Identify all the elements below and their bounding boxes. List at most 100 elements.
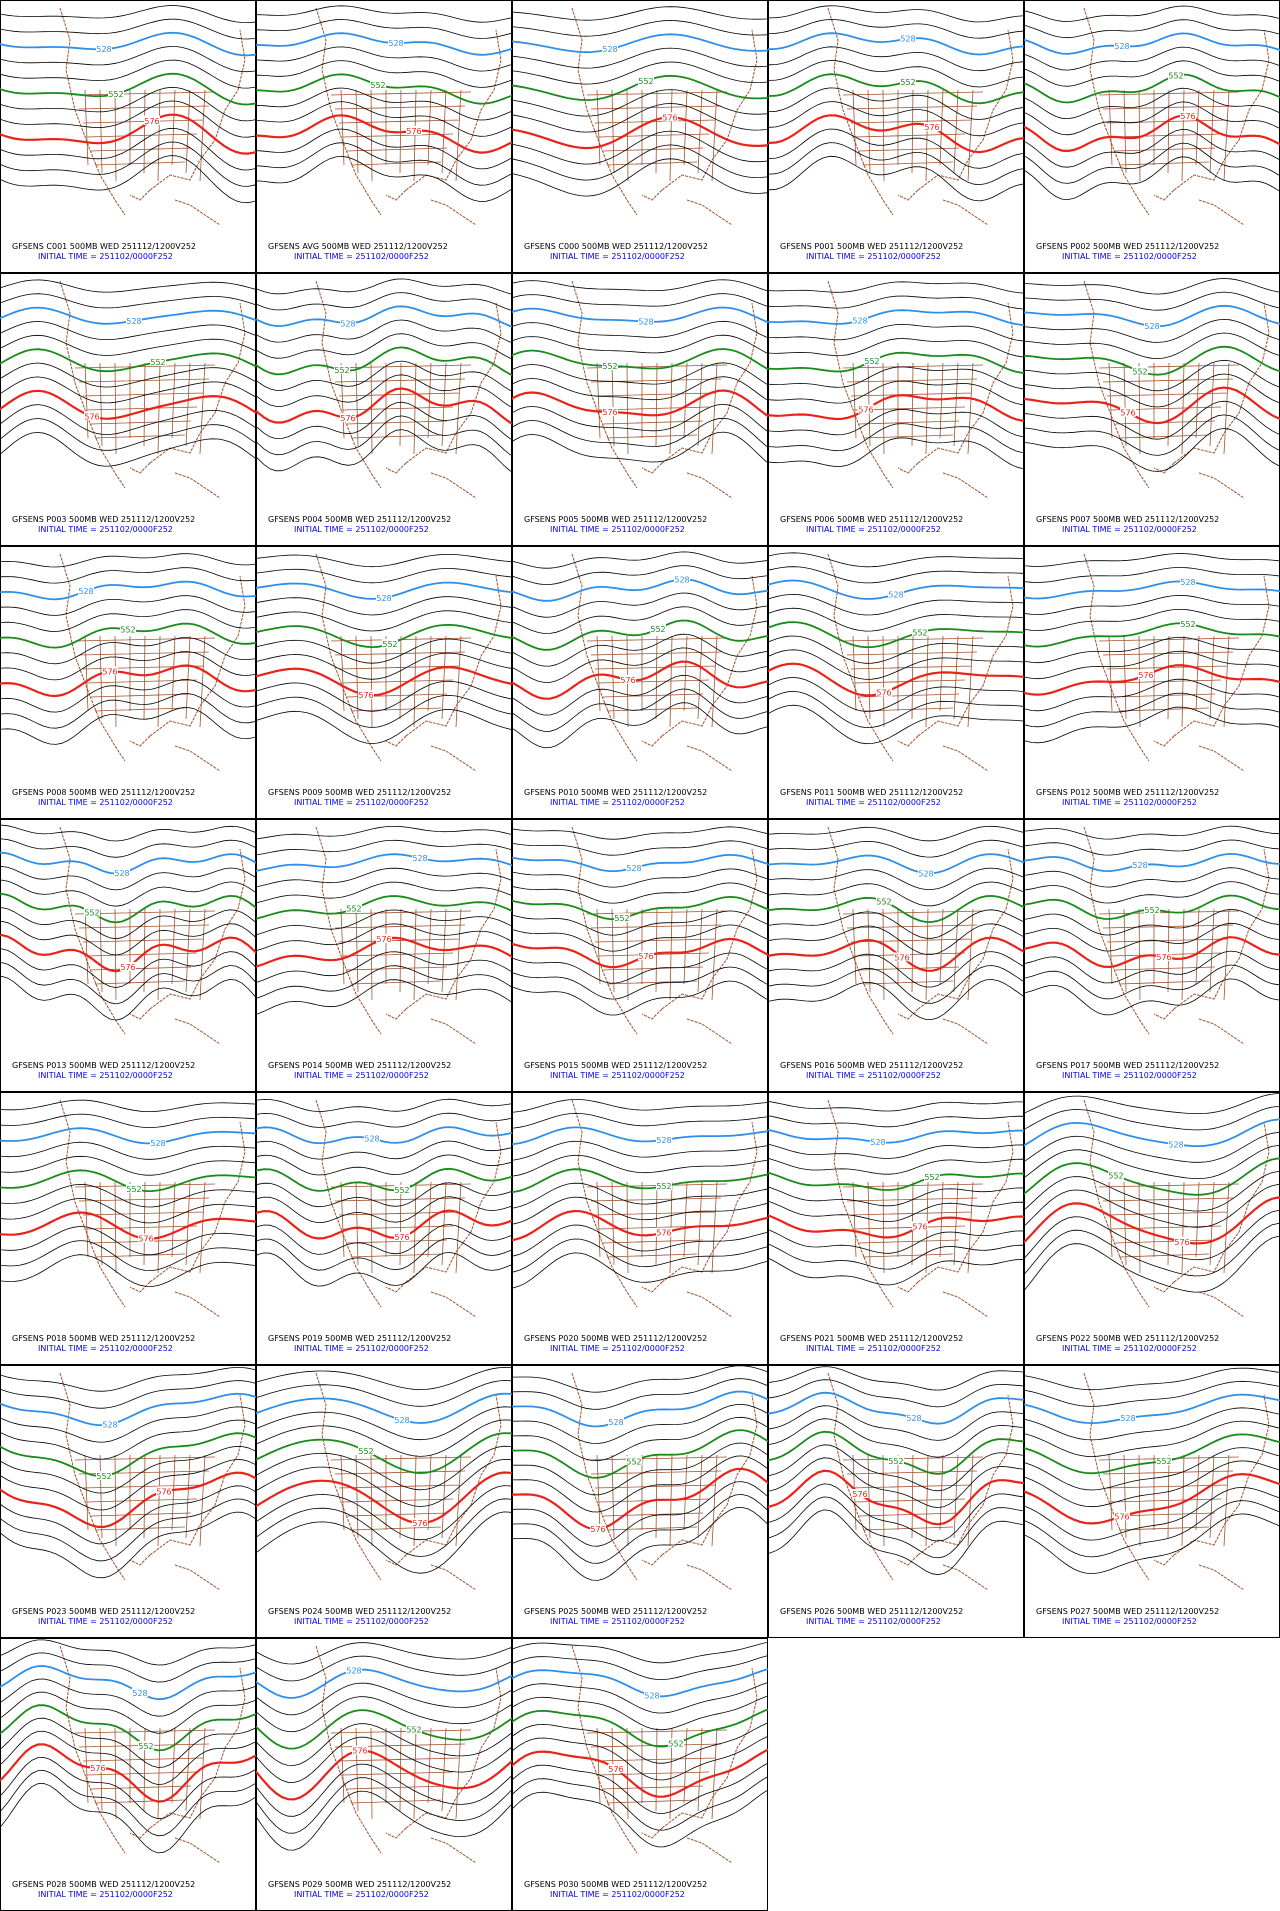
contour-label-bg — [340, 412, 356, 422]
contour-line — [256, 1112, 512, 1128]
contour-line — [0, 334, 256, 356]
contour-label-bg — [918, 868, 934, 878]
contour-line — [1024, 1106, 1280, 1131]
contour-line — [512, 1722, 768, 1764]
caption-bg — [257, 778, 511, 818]
contour-line — [0, 1459, 256, 1511]
contour-label-bg — [412, 1518, 428, 1528]
contour-label-bg — [656, 1181, 672, 1191]
contour-label: 528 — [1132, 861, 1147, 870]
contour-label: 552 — [96, 1472, 111, 1481]
contour-line — [768, 1391, 1024, 1425]
caption-bg — [513, 1324, 767, 1364]
contour-line — [768, 1229, 1024, 1254]
panel-title: GFSENS P008 500MB WED 251112/1200V252 — [12, 788, 195, 797]
contour-line — [256, 360, 512, 392]
contour-line — [768, 408, 1024, 438]
contour-line — [768, 1379, 1024, 1408]
contour-label-bg — [888, 1455, 904, 1465]
panel-title: GFSENS AVG 500MB WED 251112/1200V252 — [268, 242, 448, 251]
coastline — [827, 826, 1014, 1045]
contour-line — [512, 130, 768, 165]
contour-label: 576 — [1174, 1238, 1189, 1247]
contour-line — [0, 865, 256, 891]
caption-bg — [1, 778, 255, 818]
contour-line — [0, 1226, 256, 1256]
contour-line — [256, 680, 512, 712]
contour-label: 576 — [358, 691, 373, 700]
panel-border — [512, 0, 768, 273]
contour-line — [256, 826, 512, 840]
contour-line — [0, 1743, 256, 1803]
contour-line — [768, 46, 1024, 72]
contour-line — [512, 1196, 768, 1225]
contour-label-bg — [602, 360, 618, 370]
contour-line — [512, 578, 768, 602]
contour-label: 528 — [656, 1136, 671, 1145]
contour-line — [1024, 400, 1280, 440]
contour-label-bg — [388, 38, 404, 48]
contour-line — [1024, 908, 1280, 936]
contour-line — [512, 551, 768, 569]
contour-line — [256, 1366, 512, 1391]
contour-label-bg — [876, 896, 892, 906]
init-time: INITIAL TIME = 251102/0000F252 — [550, 1617, 685, 1626]
contour-label: 576 — [894, 953, 909, 962]
contour-line — [768, 1257, 1024, 1286]
contour-line — [512, 1748, 768, 1798]
contour-line — [512, 1481, 768, 1547]
contour-line — [512, 565, 768, 585]
caption-bg — [769, 232, 1023, 272]
contour-line — [512, 89, 768, 117]
contour-label-bg — [120, 961, 136, 971]
contour-label-bg — [1144, 321, 1160, 331]
contour-line — [256, 46, 512, 72]
contour-line — [256, 1196, 512, 1224]
init-time: INITIAL TIME = 251102/0000F252 — [1062, 1071, 1197, 1080]
init-time: INITIAL TIME = 251102/0000F252 — [1062, 1617, 1197, 1626]
contour-line — [768, 607, 1024, 632]
contour-line — [1024, 1171, 1280, 1212]
contour-line — [1024, 1223, 1280, 1277]
init-time: INITIAL TIME = 251102/0000F252 — [294, 1344, 429, 1353]
contour-line — [0, 100, 256, 138]
panel-border — [768, 1092, 1024, 1365]
caption-bg — [1, 232, 255, 272]
contour-label-bg — [334, 365, 350, 375]
contour-line — [768, 1405, 1024, 1441]
contour-label: 528 — [906, 1414, 921, 1423]
contour-line — [0, 879, 256, 907]
contour-line — [768, 155, 1024, 202]
contour-line — [0, 1498, 256, 1562]
contour-label-bg — [614, 913, 630, 923]
state-lines — [74, 1181, 216, 1274]
contour-line — [1024, 1486, 1280, 1541]
contour-label: 552 — [638, 77, 653, 86]
contour-label: 552 — [334, 366, 349, 375]
contour-line — [0, 664, 256, 698]
contour-line — [768, 73, 1024, 105]
contour-line — [0, 1485, 256, 1545]
contour-line — [768, 662, 1024, 697]
contour-label: 552 — [84, 909, 99, 918]
caption-bg — [1025, 778, 1279, 818]
init-time: INITIAL TIME = 251102/0000F252 — [806, 798, 941, 807]
contour-line — [1024, 5, 1280, 22]
map-panel: 528 552 576 GFSENS P025 500MB WED 251112/12… — [512, 1365, 768, 1638]
contour-label-bg — [638, 75, 654, 85]
contour-label-bg — [602, 44, 618, 54]
contour-line — [768, 19, 1024, 39]
contour-line — [256, 415, 512, 457]
contour-line — [512, 1682, 768, 1714]
contour-line — [512, 144, 768, 181]
contour-line — [256, 923, 512, 951]
contour-line — [512, 1390, 768, 1428]
contour-label: 552 — [1132, 367, 1147, 376]
coastline — [1083, 1099, 1270, 1318]
contour-line — [768, 1469, 1024, 1526]
contour-line — [768, 839, 1024, 858]
contour-line — [256, 1790, 512, 1851]
panel-title: GFSENS P025 500MB WED 251112/1200V252 — [524, 1607, 707, 1616]
coastline — [1083, 826, 1270, 1045]
